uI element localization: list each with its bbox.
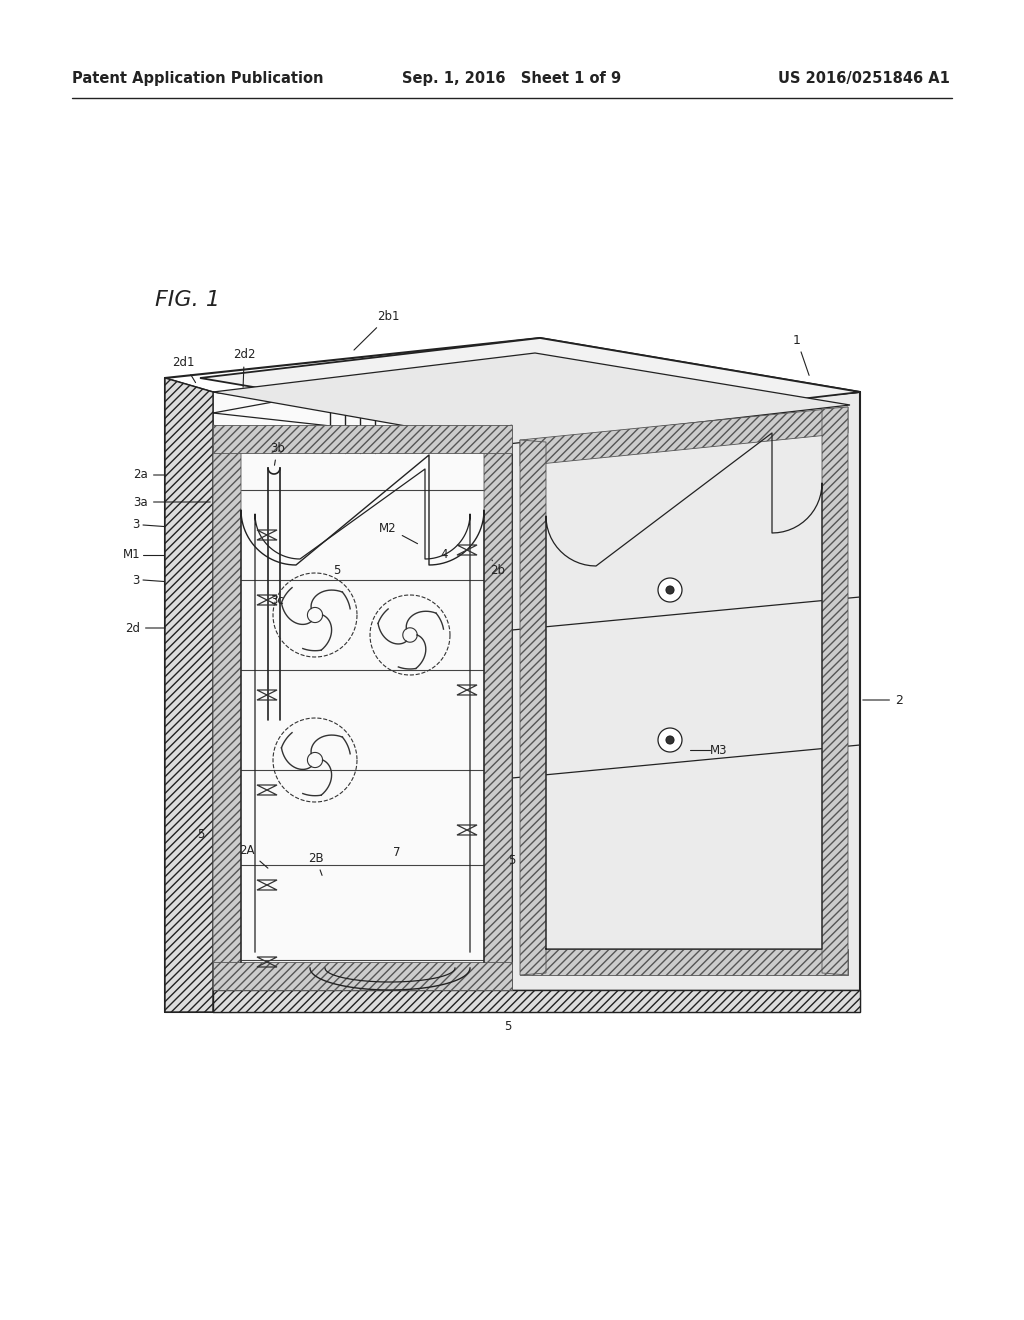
Polygon shape <box>520 949 848 975</box>
Text: FIG. 1: FIG. 1 <box>155 290 220 310</box>
Polygon shape <box>213 425 512 453</box>
Text: US 2016/0251846 A1: US 2016/0251846 A1 <box>778 70 950 86</box>
Text: 3c: 3c <box>270 594 284 606</box>
Text: 2d: 2d <box>125 622 165 635</box>
Polygon shape <box>520 407 848 466</box>
Polygon shape <box>213 962 512 990</box>
Polygon shape <box>484 425 512 990</box>
Text: 5: 5 <box>508 854 515 866</box>
Text: 1: 1 <box>793 334 809 375</box>
Text: 2B: 2B <box>308 851 324 875</box>
Polygon shape <box>213 425 241 990</box>
Text: 3: 3 <box>133 573 140 586</box>
Text: 2b1: 2b1 <box>354 310 399 350</box>
Text: 2a: 2a <box>133 469 165 482</box>
Text: 3b: 3b <box>270 441 285 465</box>
Polygon shape <box>512 392 860 1012</box>
Text: 2A: 2A <box>240 843 268 869</box>
Polygon shape <box>165 378 213 1012</box>
Text: 2d1: 2d1 <box>172 356 196 383</box>
Circle shape <box>658 578 682 602</box>
Polygon shape <box>213 990 860 1012</box>
Text: 5: 5 <box>198 829 205 842</box>
Text: 5: 5 <box>333 564 340 577</box>
Text: M2: M2 <box>379 521 418 544</box>
Polygon shape <box>213 352 850 444</box>
Polygon shape <box>520 440 546 975</box>
Text: M1: M1 <box>123 549 140 561</box>
Polygon shape <box>200 338 860 432</box>
Text: 7: 7 <box>393 846 400 858</box>
Circle shape <box>666 737 674 744</box>
Text: 2: 2 <box>863 693 903 706</box>
Text: 3: 3 <box>133 519 140 532</box>
Circle shape <box>658 729 682 752</box>
Text: Sep. 1, 2016   Sheet 1 of 9: Sep. 1, 2016 Sheet 1 of 9 <box>402 70 622 86</box>
Text: 2d2: 2d2 <box>233 348 256 387</box>
Text: 4: 4 <box>440 549 447 561</box>
Text: 5: 5 <box>504 1020 512 1034</box>
Polygon shape <box>822 407 848 975</box>
Polygon shape <box>213 392 512 990</box>
Text: Patent Application Publication: Patent Application Publication <box>72 70 324 86</box>
Text: 3a: 3a <box>133 495 210 508</box>
Text: M3: M3 <box>710 743 727 756</box>
Circle shape <box>666 586 674 594</box>
Text: 2b: 2b <box>490 560 505 577</box>
